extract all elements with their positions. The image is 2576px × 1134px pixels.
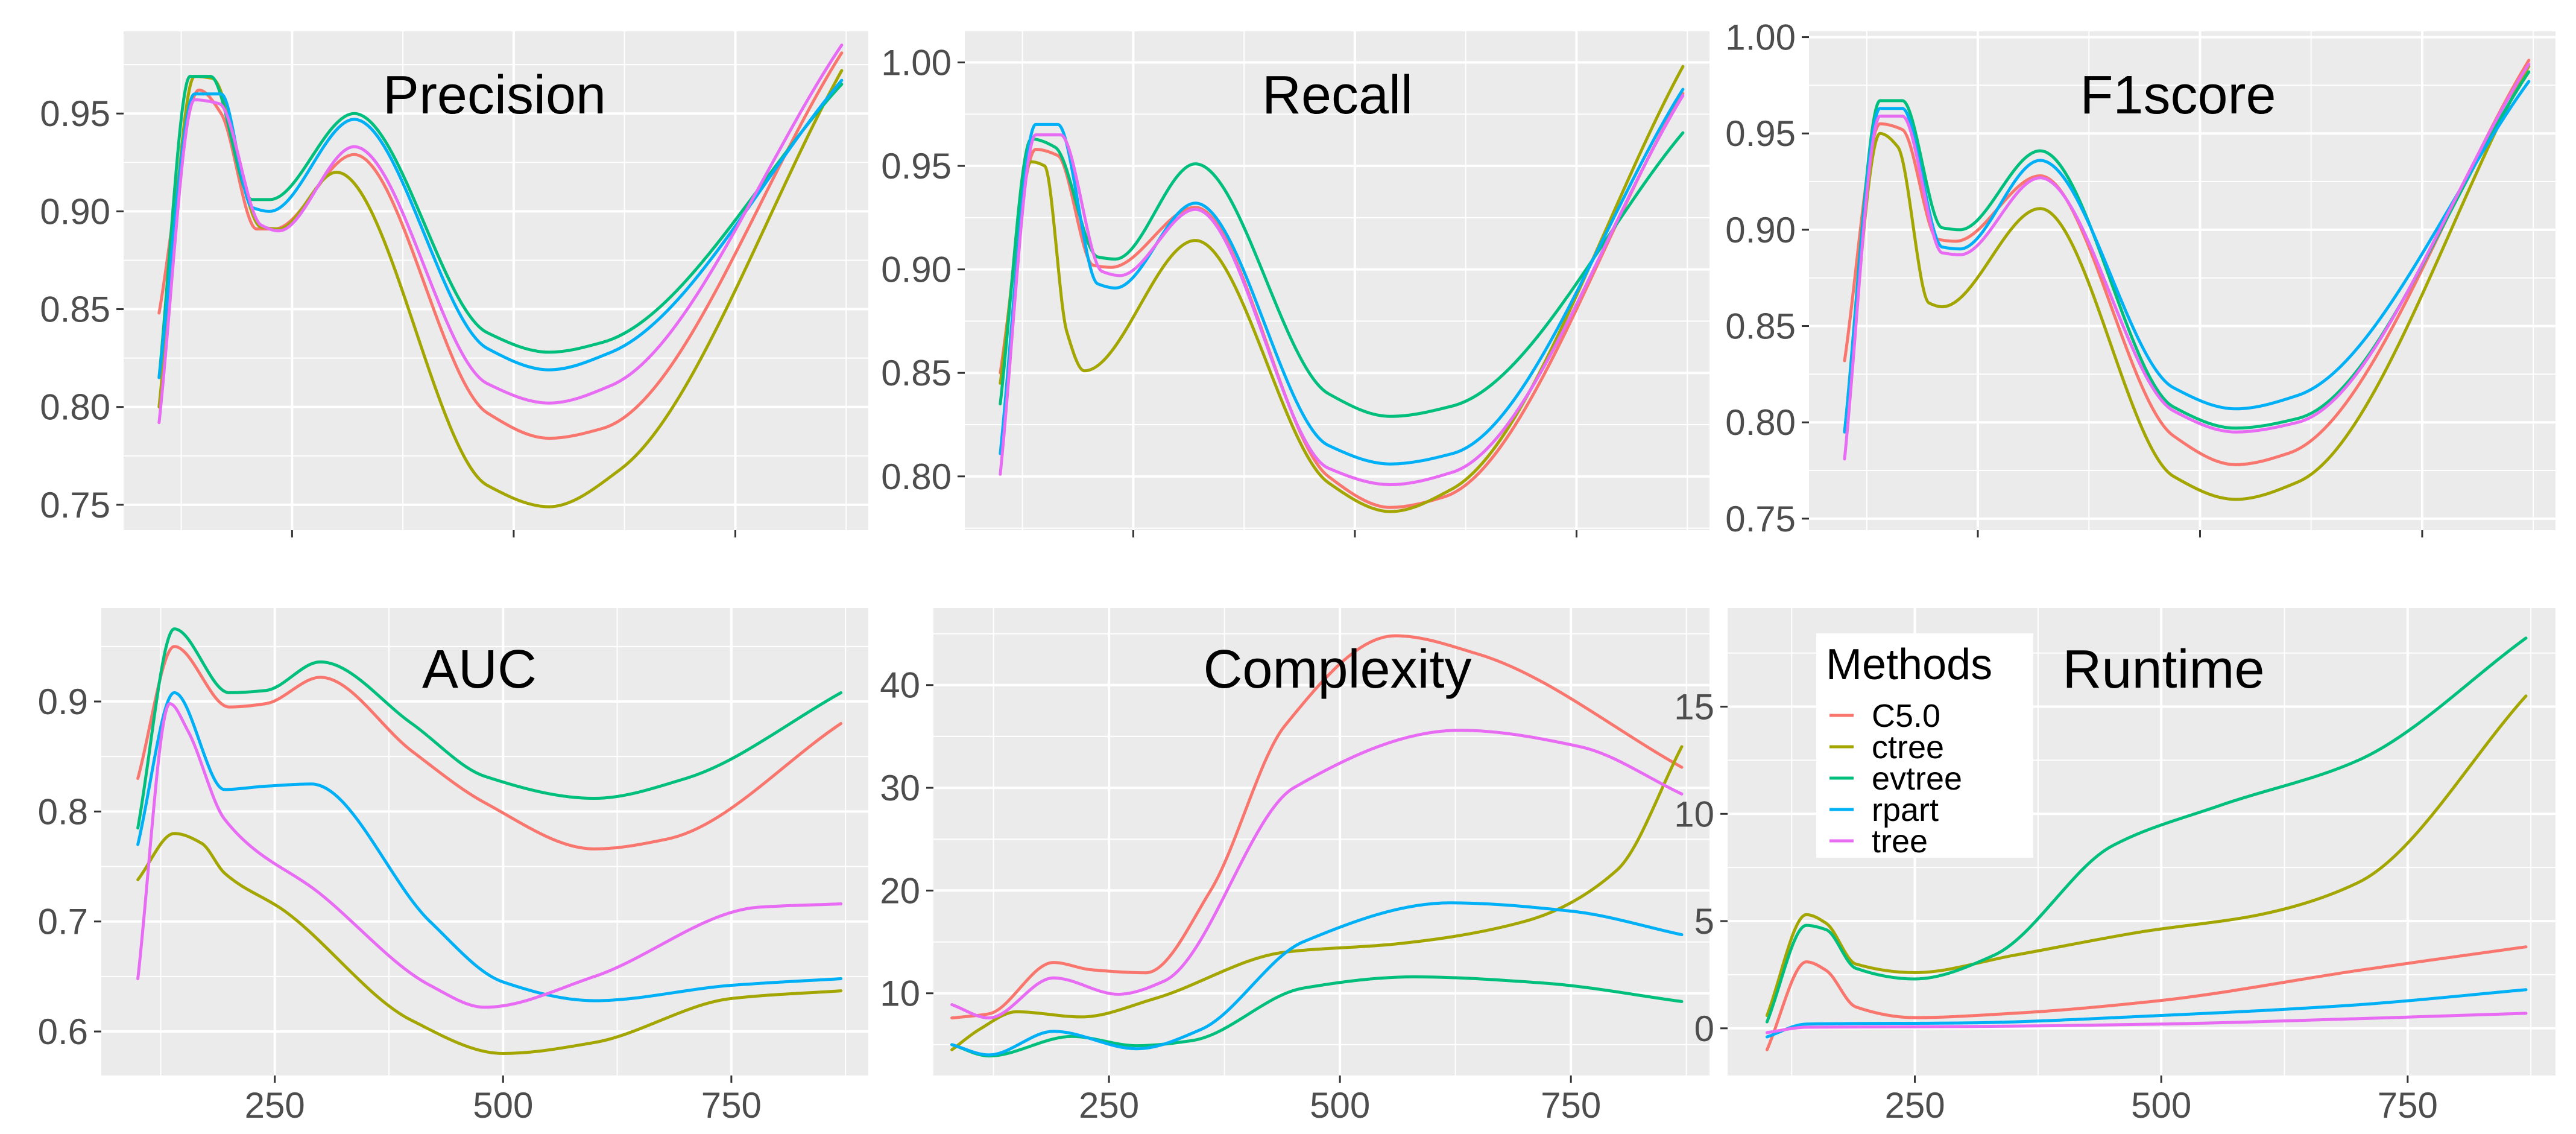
y-tick-label: 10 xyxy=(1674,794,1714,834)
panel-background xyxy=(1809,31,2555,530)
y-tick-label: 0.80 xyxy=(1725,402,1796,443)
y-tick-label: 10 xyxy=(880,974,920,1014)
y-tick-label: 30 xyxy=(880,768,920,808)
series-line-tree xyxy=(999,93,1685,486)
panel-runtime: 0 5 10 15 250 500 750 Runtime xyxy=(1674,608,2555,1126)
y-tick-label: 0.85 xyxy=(1725,306,1796,347)
y-tick-label: 20 xyxy=(880,870,920,911)
y-tick-label: 0.80 xyxy=(881,457,952,497)
y-tick-label: 0.75 xyxy=(40,485,110,525)
series-line-ctree xyxy=(1843,65,2531,501)
y-tick-label: 40 xyxy=(880,665,920,706)
legend-label: C5.0 xyxy=(1872,698,1940,734)
x-tick-label: 750 xyxy=(2378,1085,2438,1126)
y-tick-label: 1.00 xyxy=(881,42,952,83)
series-line-evtree xyxy=(157,75,844,379)
y-tick-label: 0.85 xyxy=(40,290,110,330)
panel-title: Runtime xyxy=(2062,639,2264,700)
series-line-evtree xyxy=(1765,636,2528,1024)
y-tick-label: 0.90 xyxy=(1725,210,1796,250)
legend-label: rpart xyxy=(1872,792,1939,828)
y-tick-label: 0.95 xyxy=(40,93,110,134)
series-line-rpart xyxy=(157,78,844,379)
series-group xyxy=(136,627,843,1055)
series-line-rpart xyxy=(136,691,843,1003)
series-group xyxy=(950,634,1684,1058)
y-tick-label: 0.80 xyxy=(40,387,110,428)
series-group xyxy=(1843,59,2531,501)
series-group xyxy=(157,43,844,508)
legend-label: tree xyxy=(1872,823,1928,860)
series-line-tree xyxy=(1765,1012,2528,1034)
x-tick-label: 500 xyxy=(1310,1085,1370,1126)
legend-label: ctree xyxy=(1872,729,1944,765)
series-line-tree xyxy=(157,43,844,425)
series-line-c50 xyxy=(157,51,844,440)
series-line-c50 xyxy=(1765,945,2528,1051)
panel-title: F1score xyxy=(2080,65,2276,125)
series-line-tree xyxy=(136,702,843,1009)
series-line-rpart xyxy=(999,87,1685,466)
legend-title: Methods xyxy=(1826,641,1992,689)
panel-title: Recall xyxy=(1262,65,1413,125)
series-line-rpart xyxy=(1843,80,2531,434)
x-tick-label: 750 xyxy=(1541,1085,1601,1126)
series-line-tree xyxy=(950,729,1684,1020)
panel-complexity: 10 20 30 40 250 500 750 Complexity xyxy=(880,608,1709,1126)
series-line-tree xyxy=(1843,62,2531,461)
x-tick-label: 250 xyxy=(245,1085,305,1126)
y-tick-label: 0.6 xyxy=(38,1012,88,1052)
y-tick-label: 0.9 xyxy=(38,682,88,722)
series-group xyxy=(1765,636,2528,1051)
panel-title: Precision xyxy=(383,65,606,125)
series-line-c50 xyxy=(999,92,1685,509)
legend-label: evtree xyxy=(1872,761,1962,797)
x-tick-label: 500 xyxy=(2131,1085,2191,1126)
x-tick-label: 250 xyxy=(1079,1085,1139,1126)
series-line-c50 xyxy=(136,645,843,850)
panel-recall: 0.80 0.85 0.90 0.95 1.00 Recall xyxy=(881,31,1709,537)
x-tick-label: 250 xyxy=(1885,1085,1945,1126)
series-line-evtree xyxy=(1843,70,2531,434)
y-tick-label: 0.8 xyxy=(38,791,88,832)
panel-title: AUC xyxy=(422,639,537,700)
y-tick-label: 1.00 xyxy=(1725,17,1796,58)
y-tick-label: 0.85 xyxy=(881,353,952,393)
panel-title: Complexity xyxy=(1203,639,1471,700)
y-tick-label: 0.90 xyxy=(881,250,952,290)
series-line-ctree xyxy=(136,832,843,1055)
series-group xyxy=(999,65,1685,513)
y-tick-label: 5 xyxy=(1694,901,1714,942)
y-tick-label: 0 xyxy=(1694,1009,1714,1049)
series-line-ctree xyxy=(1765,694,2528,1017)
x-tick-label: 500 xyxy=(473,1085,533,1126)
y-tick-label: 0.95 xyxy=(1725,113,1796,154)
series-line-rpart xyxy=(1765,988,2528,1039)
series-line-evtree xyxy=(136,627,843,830)
series-line-evtree xyxy=(950,975,1684,1058)
y-tick-label: 15 xyxy=(1674,687,1714,727)
series-line-evtree xyxy=(999,131,1685,418)
panel-f1score: 0.75 0.80 0.85 0.90 0.95 1.00 F1score xyxy=(1725,17,2555,539)
y-tick-label: 0.90 xyxy=(40,191,110,232)
y-tick-label: 0.75 xyxy=(1725,499,1796,539)
series-line-ctree xyxy=(999,65,1685,513)
y-tick-label: 0.7 xyxy=(38,902,88,942)
series-line-c50 xyxy=(950,634,1684,1020)
panel-auc: 0.6 0.7 0.8 0.9 250 500 750 AUC xyxy=(38,608,868,1126)
series-line-rpart xyxy=(950,901,1684,1057)
x-tick-label: 750 xyxy=(701,1085,762,1126)
y-tick-label: 0.95 xyxy=(881,146,952,186)
panel-precision: 0.75 0.80 0.85 0.90 0.95 Precision xyxy=(40,31,868,537)
